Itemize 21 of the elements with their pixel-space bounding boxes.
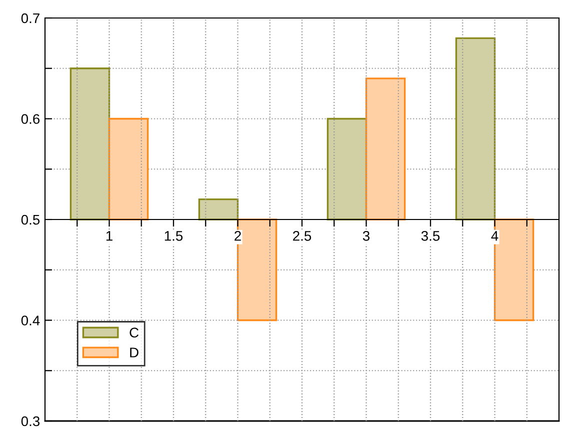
bar bbox=[455, 37, 496, 220]
y-tick-label: 0.3 bbox=[21, 416, 40, 426]
x-tick-label: 3.5 bbox=[421, 230, 440, 241]
bar bbox=[326, 118, 368, 220]
y-tick-label: 0.4 bbox=[21, 316, 40, 326]
x-tick-label: 1 bbox=[106, 231, 112, 241]
y-tick-label: 0.6 bbox=[21, 114, 40, 124]
legend-label: C bbox=[130, 328, 139, 338]
bar bbox=[236, 218, 278, 322]
x-tick-label: 2 bbox=[234, 230, 241, 241]
bar bbox=[70, 68, 110, 220]
bar bbox=[108, 118, 149, 220]
bar bbox=[198, 198, 239, 220]
y-tick-label: 0.7 bbox=[21, 13, 40, 24]
x-tick-label: 3 bbox=[362, 230, 370, 241]
x-tick-label: 2.5 bbox=[293, 230, 312, 241]
x-tick-label: 1.5 bbox=[164, 231, 183, 241]
y-tick-label: 0.5 bbox=[21, 214, 40, 225]
legend-label: D bbox=[130, 348, 138, 358]
x-tick-label: 4 bbox=[491, 231, 498, 241]
bar bbox=[365, 78, 406, 220]
